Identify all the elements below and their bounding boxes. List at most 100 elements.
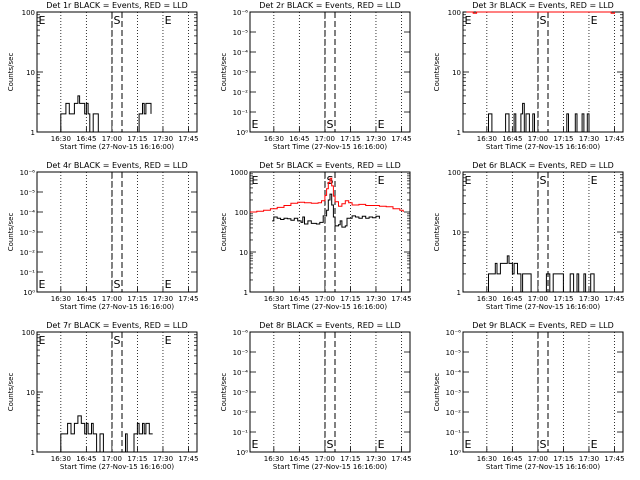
x-tick-label: 16:30 bbox=[51, 135, 71, 143]
series-line-lld bbox=[250, 177, 404, 213]
end-marker-label-right: E bbox=[165, 334, 172, 347]
y-axis-label: Counts/sec bbox=[220, 53, 228, 92]
series-line-events bbox=[486, 255, 595, 293]
x-tick-label: 17:00 bbox=[528, 455, 548, 463]
start-marker-label: S bbox=[540, 14, 547, 27]
x-tick-label: 16:30 bbox=[264, 295, 284, 303]
panel-4: Det 4r BLACK = Events, RED = LLD 10⁰ 10⁻¹ 1… bbox=[7, 161, 199, 311]
panel-3: Det 3r BLACK = Events, RED = LLD 1 10 100 Co… bbox=[433, 1, 625, 151]
y-tick-label: 10⁻⁵ bbox=[446, 349, 462, 357]
y-tick-label: 10 bbox=[239, 249, 248, 257]
y-tick-label: 10⁻⁵ bbox=[233, 349, 249, 357]
y-tick-label: 10⁻⁴ bbox=[233, 49, 249, 57]
x-tick-label: 17:30 bbox=[366, 295, 386, 303]
start-marker-label: S bbox=[114, 14, 121, 27]
panel-9: Det 9r BLACK = Events, RED = LLD 10⁰ 10⁻¹ 1… bbox=[433, 321, 625, 471]
panel-6: Det 6r BLACK = Events, RED = LLD 1 10 100 Co… bbox=[433, 161, 625, 311]
end-marker-label-left: E bbox=[465, 174, 472, 187]
y-tick-label: 10⁰ bbox=[236, 449, 248, 457]
y-tick-label: 10⁻² bbox=[446, 409, 462, 417]
x-tick-label: 16:30 bbox=[264, 135, 284, 143]
x-axis-label: Start Time (27-Nov-15 16:16:00) bbox=[60, 463, 174, 471]
x-tick-label: 16:30 bbox=[477, 455, 497, 463]
y-tick-label: 10⁻⁵ bbox=[20, 189, 36, 197]
y-axis-label: Counts/sec bbox=[220, 373, 228, 412]
series-line-events bbox=[59, 95, 152, 133]
x-tick-label: 17:30 bbox=[153, 455, 173, 463]
start-marker-label: S bbox=[540, 174, 547, 187]
x-axis-label: Start Time (27-Nov-15 16:16:00) bbox=[486, 303, 600, 311]
y-tick-label: 10⁻² bbox=[233, 89, 249, 97]
y-axis-label: Counts/sec bbox=[7, 53, 15, 92]
y-tick-label: 1000 bbox=[230, 169, 248, 177]
panel-title: Det 1r BLACK = Events, RED = LLD bbox=[46, 1, 188, 10]
x-tick-label: 16:30 bbox=[264, 455, 284, 463]
panel-title: Det 9r BLACK = Events, RED = LLD bbox=[472, 321, 614, 330]
x-tick-label: 17:45 bbox=[391, 135, 411, 143]
start-marker-label: S bbox=[540, 438, 547, 451]
end-marker-label-right: E bbox=[378, 174, 385, 187]
x-tick-label: 17:30 bbox=[579, 135, 599, 143]
y-tick-label: 1 bbox=[31, 449, 35, 457]
x-tick-label: 17:00 bbox=[315, 135, 335, 143]
x-tick-label: 17:15 bbox=[340, 455, 360, 463]
plot-frame bbox=[249, 171, 411, 293]
y-tick-label: 10⁻⁶ bbox=[233, 9, 249, 17]
series-line-events bbox=[272, 193, 380, 228]
series-line-lld bbox=[466, 11, 615, 14]
y-axis-label: Counts/sec bbox=[433, 373, 441, 412]
start-marker-label: S bbox=[327, 118, 334, 131]
y-tick-label: 10⁻¹ bbox=[446, 429, 462, 437]
start-marker-label: S bbox=[114, 278, 121, 291]
x-tick-label: 17:45 bbox=[178, 295, 198, 303]
panel-title: Det 6r BLACK = Events, RED = LLD bbox=[472, 161, 614, 170]
y-tick-label: 10 bbox=[452, 69, 461, 77]
y-tick-label: 10⁻¹ bbox=[20, 269, 36, 277]
x-tick-label: 16:45 bbox=[76, 135, 96, 143]
y-tick-label: 100 bbox=[235, 209, 248, 217]
x-tick-label: 16:45 bbox=[502, 135, 522, 143]
end-marker-label-right: E bbox=[165, 14, 172, 27]
y-axis-label: Counts/sec bbox=[220, 213, 228, 252]
y-tick-label: 100 bbox=[22, 9, 35, 17]
panel-title: Det 3r BLACK = Events, RED = LLD bbox=[472, 1, 614, 10]
y-tick-label: 10 bbox=[452, 229, 461, 237]
y-tick-label: 1 bbox=[31, 129, 35, 137]
y-tick-label: 10⁻³ bbox=[446, 389, 462, 397]
y-tick-label: 10⁻² bbox=[20, 249, 36, 257]
y-axis-label: Counts/sec bbox=[433, 213, 441, 252]
end-marker-label-right: E bbox=[378, 118, 385, 131]
x-tick-label: 17:30 bbox=[579, 295, 599, 303]
series-line-events bbox=[486, 102, 590, 133]
panel-title: Det 2r BLACK = Events, RED = LLD bbox=[259, 1, 401, 10]
y-tick-label: 1 bbox=[457, 289, 461, 297]
start-marker-label: S bbox=[114, 334, 121, 347]
y-tick-label: 10⁰ bbox=[449, 449, 461, 457]
y-tick-label: 10⁻¹ bbox=[233, 429, 249, 437]
end-marker-label-left: E bbox=[465, 438, 472, 451]
x-tick-label: 16:45 bbox=[76, 455, 96, 463]
x-tick-label: 16:45 bbox=[502, 455, 522, 463]
y-axis-label: Counts/sec bbox=[433, 53, 441, 92]
y-tick-label: 10⁻⁵ bbox=[233, 29, 249, 37]
x-tick-label: 17:15 bbox=[553, 295, 573, 303]
panel-title: Det 5r BLACK = Events, RED = LLD bbox=[259, 161, 401, 170]
y-tick-label: 1 bbox=[457, 129, 461, 137]
y-axis-label: Counts/sec bbox=[7, 213, 15, 252]
x-tick-label: 17:30 bbox=[579, 455, 599, 463]
x-tick-label: 17:00 bbox=[315, 455, 335, 463]
y-tick-label: 10 bbox=[26, 69, 35, 77]
panel-title: Det 4r BLACK = Events, RED = LLD bbox=[46, 161, 188, 170]
x-tick-label: 17:45 bbox=[391, 295, 411, 303]
x-tick-label: 17:15 bbox=[553, 455, 573, 463]
x-tick-label: 17:45 bbox=[604, 135, 624, 143]
x-tick-label: 17:30 bbox=[366, 135, 386, 143]
y-tick-label: 10⁰ bbox=[23, 289, 35, 297]
end-marker-label-left: E bbox=[252, 438, 259, 451]
y-tick-label: 10⁻³ bbox=[233, 69, 249, 77]
end-marker-label-left: E bbox=[39, 14, 46, 27]
x-axis-label: Start Time (27-Nov-15 16:16:00) bbox=[60, 143, 174, 151]
x-tick-label: 17:15 bbox=[340, 135, 360, 143]
x-tick-label: 17:00 bbox=[528, 135, 548, 143]
